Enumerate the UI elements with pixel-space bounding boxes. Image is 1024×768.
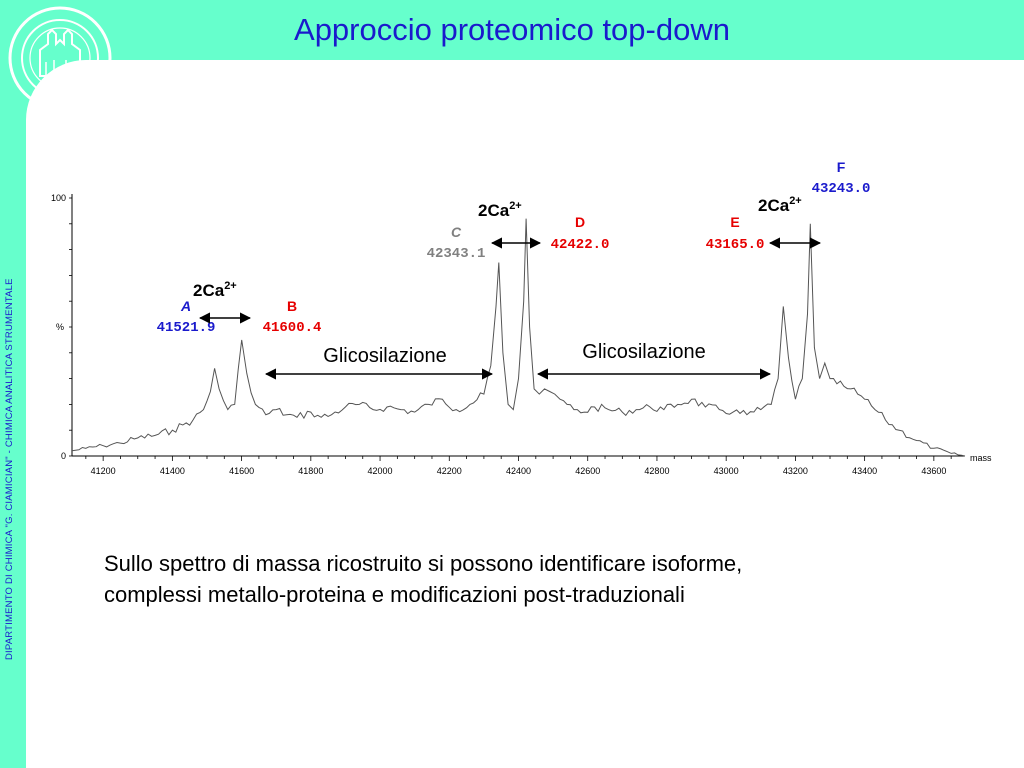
peak-letter-b: B <box>287 298 297 314</box>
x-tick-label: 41600 <box>229 466 254 476</box>
peak-mass-d: 42422.0 <box>551 237 610 253</box>
chart-spectrum <box>71 218 966 457</box>
peak-mass-f: 43243.0 <box>812 181 871 197</box>
slide-caption: Sullo spettro di massa ricostruito si po… <box>104 548 984 610</box>
x-tick-label: 43200 <box>783 466 808 476</box>
glyco-label-2: Glicosilazione <box>582 341 705 363</box>
glyco-label-1: Glicosilazione <box>323 345 446 367</box>
chart-ticks: 41200 41400 41600 41800 42000 42200 42400 42600… <box>51 193 952 476</box>
caption-line-2: complessi metallo-proteina e modificazio… <box>104 582 685 607</box>
y-tick-label: 0 <box>61 451 66 461</box>
frame-top-right-band <box>1000 0 1024 60</box>
x-tick-label: 41800 <box>298 466 323 476</box>
university-seal-logo <box>8 6 112 110</box>
x-tick-label: 43000 <box>714 466 739 476</box>
frame-left-band <box>0 0 26 768</box>
peak-letter-e: E <box>730 214 739 230</box>
peak-letter-a: A <box>180 298 191 314</box>
peak-letter-f: F <box>837 159 846 175</box>
x-tick-label: 42600 <box>575 466 600 476</box>
peak-letter-d: D <box>575 214 585 230</box>
x-axis-label: mass <box>970 453 992 463</box>
peak-mass-b: 41600.4 <box>263 320 322 336</box>
peak-mass-c: 42343.1 <box>427 246 486 262</box>
ca-label-ef: 2Ca2+ <box>758 195 802 215</box>
peak-mass-a: 41521.9 <box>157 320 216 336</box>
ca-label-ab: 2Ca2+ <box>193 280 237 300</box>
caption-line-1: Sullo spettro di massa ricostruito si po… <box>104 551 743 576</box>
y-axis-label: % <box>56 322 64 332</box>
x-tick-label: 42000 <box>368 466 393 476</box>
x-tick-label: 42400 <box>506 466 531 476</box>
slide-content-area <box>26 60 1024 768</box>
chart-annotations: A 41521.9 B 41600.4 C 42343.1 D 42422.0 E 43165.0… <box>157 159 871 380</box>
x-tick-label: 42800 <box>644 466 669 476</box>
peak-letter-c: C <box>451 224 462 240</box>
spectrum-trace <box>71 218 966 457</box>
slide-title: Approccio proteomico top-down <box>294 12 730 47</box>
frame-top-band <box>0 0 1024 60</box>
ca-label-cd: 2Ca2+ <box>478 200 522 220</box>
x-tick-label: 41400 <box>160 466 185 476</box>
x-tick-label: 41200 <box>91 466 116 476</box>
x-tick-label: 43600 <box>921 466 946 476</box>
x-tick-label: 43400 <box>852 466 877 476</box>
y-tick-label: 100 <box>51 193 66 203</box>
peak-mass-e: 43165.0 <box>706 237 765 253</box>
x-tick-label: 42200 <box>437 466 462 476</box>
